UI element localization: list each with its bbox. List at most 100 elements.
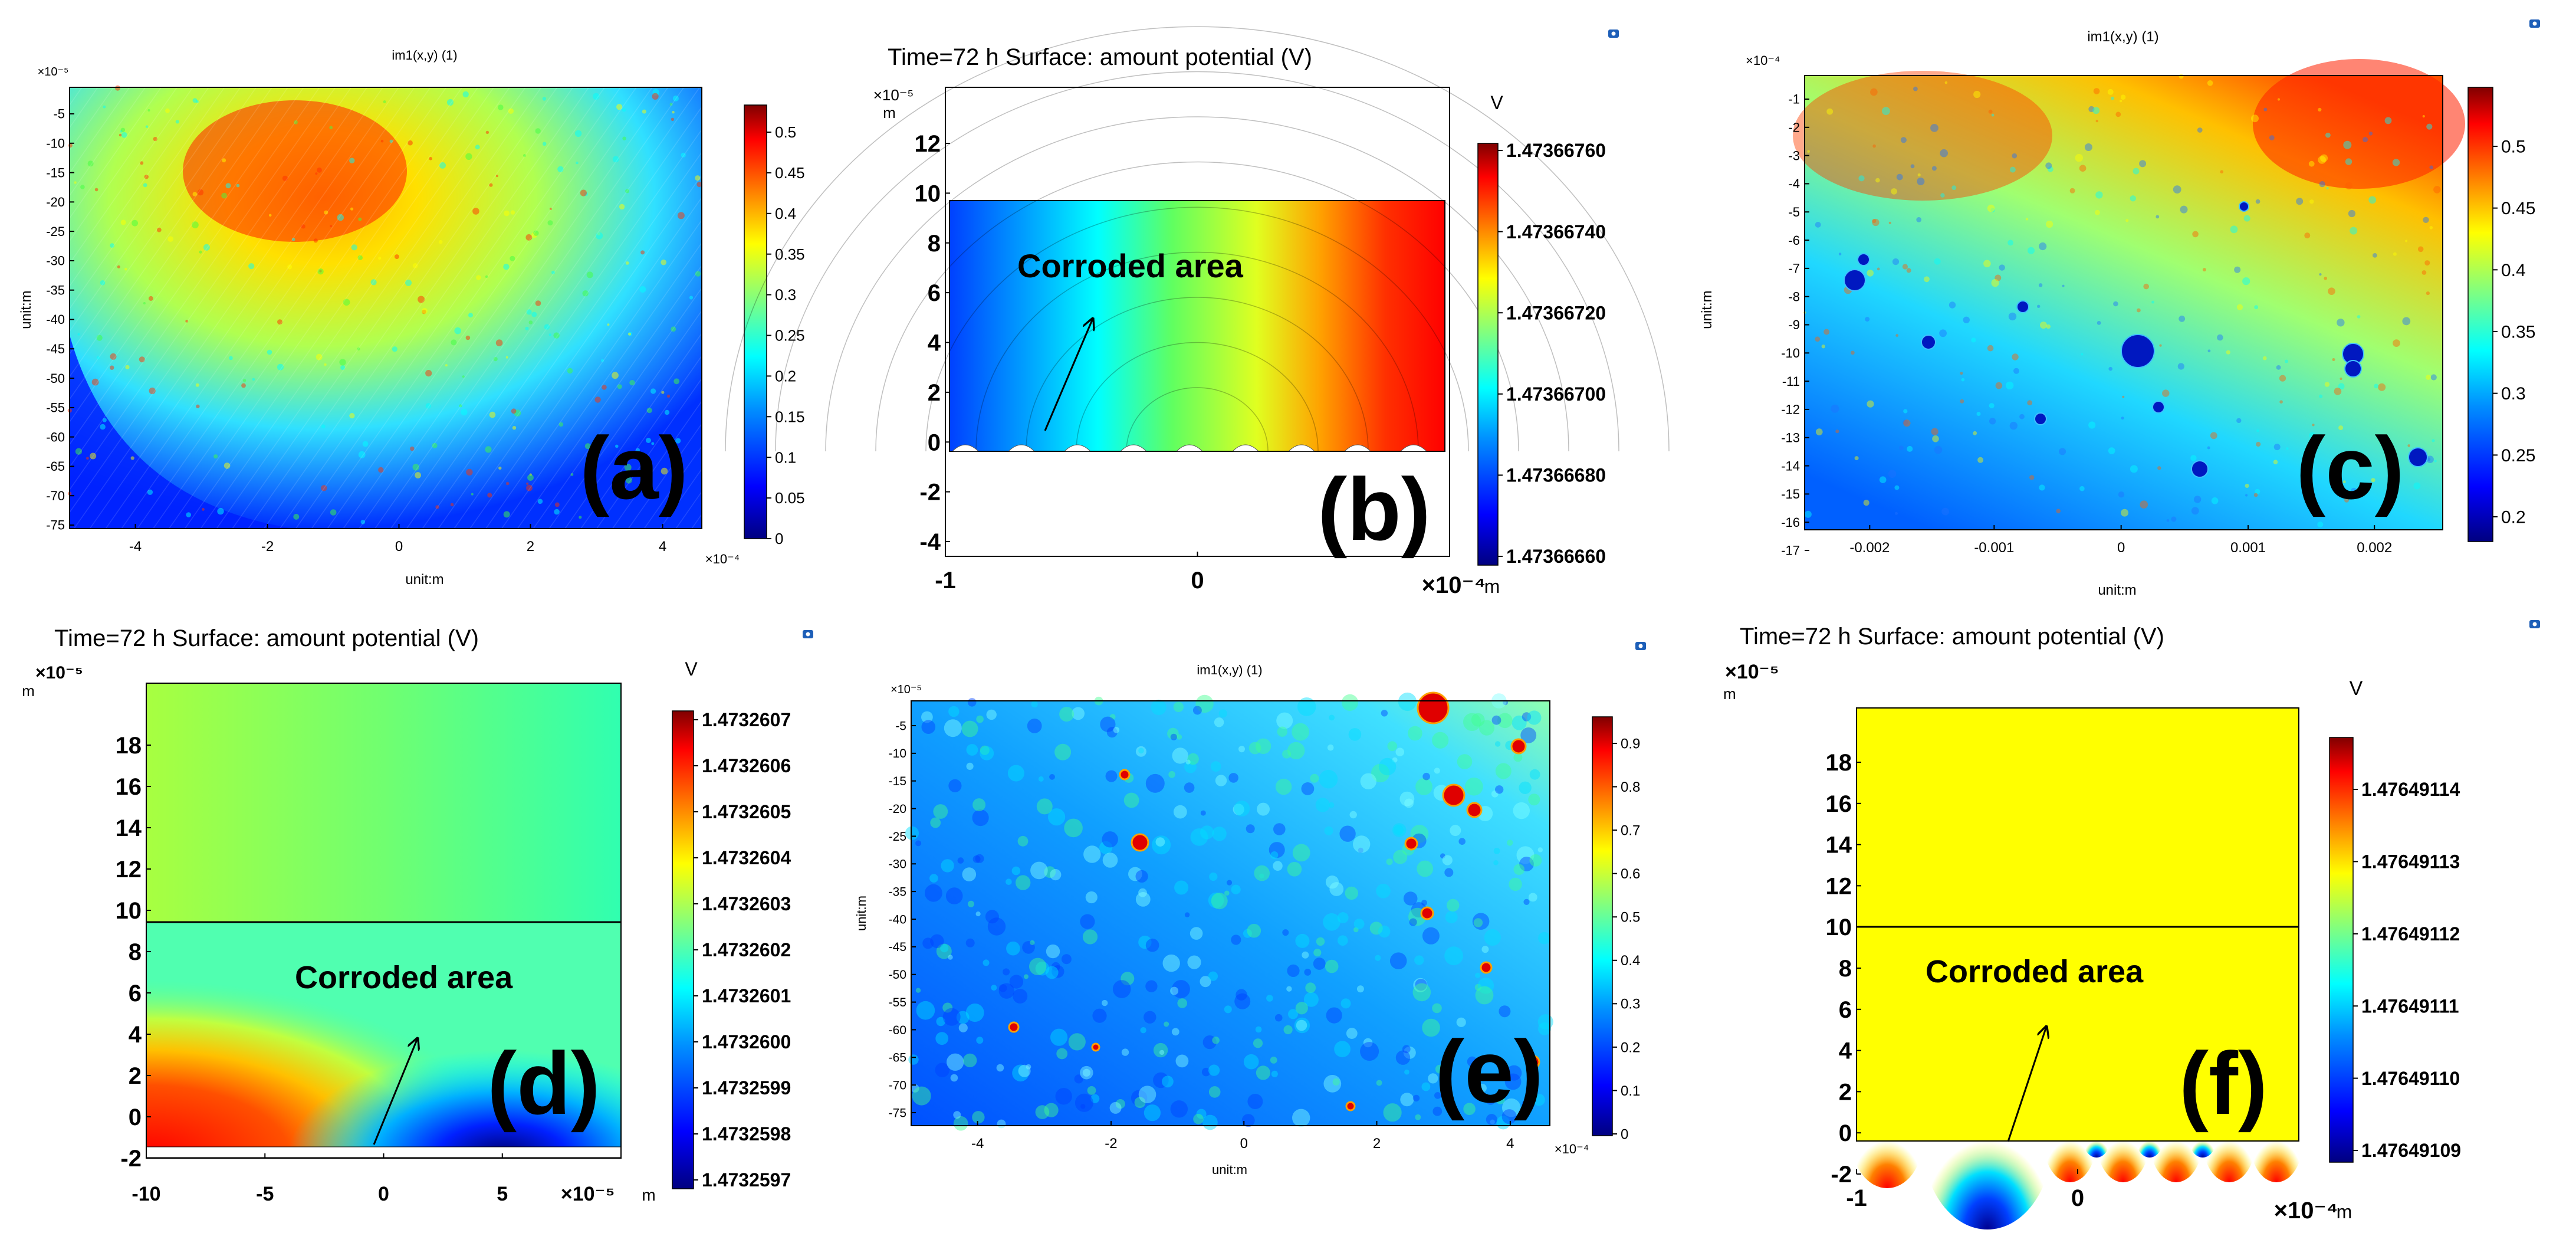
texture-speck — [1960, 399, 1964, 404]
texture-speck — [1493, 848, 1500, 854]
y-tick-label: -4 — [1788, 176, 1800, 191]
texture-speck — [1254, 865, 1270, 881]
texture-speck — [2263, 356, 2267, 360]
texture-speck — [991, 985, 997, 991]
colorbar-tick-label: 1.47366700 — [1506, 383, 1606, 405]
texture-speck — [2008, 312, 2017, 321]
pit — [1288, 444, 1315, 452]
texture-speck — [930, 934, 944, 949]
texture-speck — [1467, 1056, 1477, 1067]
texture-speck — [2207, 446, 2210, 450]
plot-frame — [1804, 75, 2443, 530]
texture-speck — [1917, 178, 1925, 185]
texture-speck — [1256, 1065, 1270, 1080]
texture-speck — [980, 746, 994, 760]
texture-speck — [1983, 260, 1991, 268]
corrosion-pit — [1844, 269, 1866, 291]
colorbar-tick-label: 0.5 — [2501, 137, 2526, 157]
texture-speck — [1257, 802, 1270, 816]
texture-speck — [1323, 1075, 1342, 1093]
texture-speck — [1297, 697, 1316, 716]
y-tick-label: -65 — [46, 459, 65, 474]
x-tick-label: -5 — [256, 1183, 274, 1205]
texture-speck — [1341, 694, 1359, 711]
texture-speck — [1495, 763, 1512, 779]
texture-speck — [965, 1004, 984, 1022]
hot-spot — [1091, 1042, 1100, 1052]
colorbar-tick-label: 0.45 — [2501, 199, 2535, 218]
x-tick-label: 0 — [2071, 1185, 2084, 1211]
texture-speck — [1271, 1070, 1278, 1077]
colorbar — [2467, 87, 2493, 542]
texture-speck — [1403, 891, 1418, 906]
texture-speck — [1170, 733, 1177, 740]
texture-speck — [1463, 713, 1481, 732]
panel-b: Time=72 h Surface: amount potential (V) 1… — [725, 26, 1670, 598]
texture-speck — [912, 1086, 931, 1106]
texture-speck — [1528, 793, 1540, 806]
texture-speck — [2140, 500, 2148, 509]
texture-speck — [1234, 801, 1250, 817]
texture-speck — [1491, 790, 1499, 798]
x-tick-label: -1 — [1846, 1185, 1867, 1211]
texture-speck — [1334, 1041, 1351, 1058]
texture-speck — [915, 988, 921, 993]
hot-spot — [1526, 1055, 1540, 1069]
texture-speck — [1934, 445, 1943, 454]
texture-speck — [1211, 893, 1228, 910]
y-tick-label: -5 — [53, 107, 65, 122]
y-tick-label: -2 — [919, 480, 941, 506]
texture-speck — [1516, 846, 1535, 864]
texture-speck — [2190, 455, 2197, 461]
texture-speck — [1038, 776, 1044, 782]
texture-speck — [1941, 507, 1950, 516]
texture-speck — [2245, 494, 2248, 497]
texture-speck — [1145, 980, 1158, 992]
y-axis-label: unit:m — [854, 896, 869, 931]
texture-speck — [1465, 778, 1483, 796]
texture-speck — [2088, 421, 2096, 429]
texture-speck — [1537, 847, 1543, 852]
texture-speck — [1826, 108, 1834, 115]
texture-speck — [1092, 1008, 1107, 1023]
chart-title: Time=72 h Surface: amount potential (V) — [1740, 624, 2164, 650]
texture-speck — [2045, 162, 2052, 169]
y-tick-label: 8 — [129, 939, 142, 965]
texture-speck — [1226, 880, 1233, 886]
x-axis-label: unit:m — [2098, 582, 2136, 598]
texture-speck — [2019, 414, 2025, 419]
y-multiplier: ×10⁻⁵ — [873, 86, 914, 104]
texture-speck — [2242, 277, 2250, 286]
upper-layer — [146, 683, 621, 922]
texture-speck — [1110, 714, 1116, 720]
texture-speck — [1177, 734, 1182, 740]
y-tick-label: -15 — [46, 165, 65, 180]
y-unit: m — [1723, 685, 1736, 703]
texture-speck — [1310, 773, 1319, 783]
x-tick-label: 0 — [395, 539, 403, 555]
x-tick-label: 4 — [659, 539, 666, 555]
texture-speck — [1383, 1103, 1402, 1122]
colorbar-tick-label: 0.35 — [775, 245, 805, 263]
texture-speck — [2092, 107, 2100, 114]
texture-speck — [1872, 144, 1876, 148]
texture-speck — [986, 709, 997, 720]
texture-speck — [985, 910, 999, 924]
y-tick-label: -15 — [1781, 487, 1800, 501]
texture-speck — [1513, 802, 1530, 819]
texture-speck — [1340, 998, 1351, 1009]
texture-speck — [2173, 185, 2181, 194]
y-unit: m — [883, 104, 896, 122]
texture-speck — [1184, 782, 1195, 793]
texture-speck — [1903, 419, 1908, 425]
y-tick-label: 6 — [928, 280, 941, 306]
heatmap-field — [911, 701, 1550, 1126]
texture-speck — [1052, 965, 1064, 978]
texture-speck — [2192, 231, 2199, 238]
texture-speck — [2407, 444, 2410, 447]
texture-speck — [1988, 109, 1993, 114]
texture-speck — [1325, 959, 1339, 973]
texture-speck — [908, 1054, 919, 1065]
texture-speck — [1145, 773, 1165, 793]
texture-speck — [1151, 699, 1167, 716]
